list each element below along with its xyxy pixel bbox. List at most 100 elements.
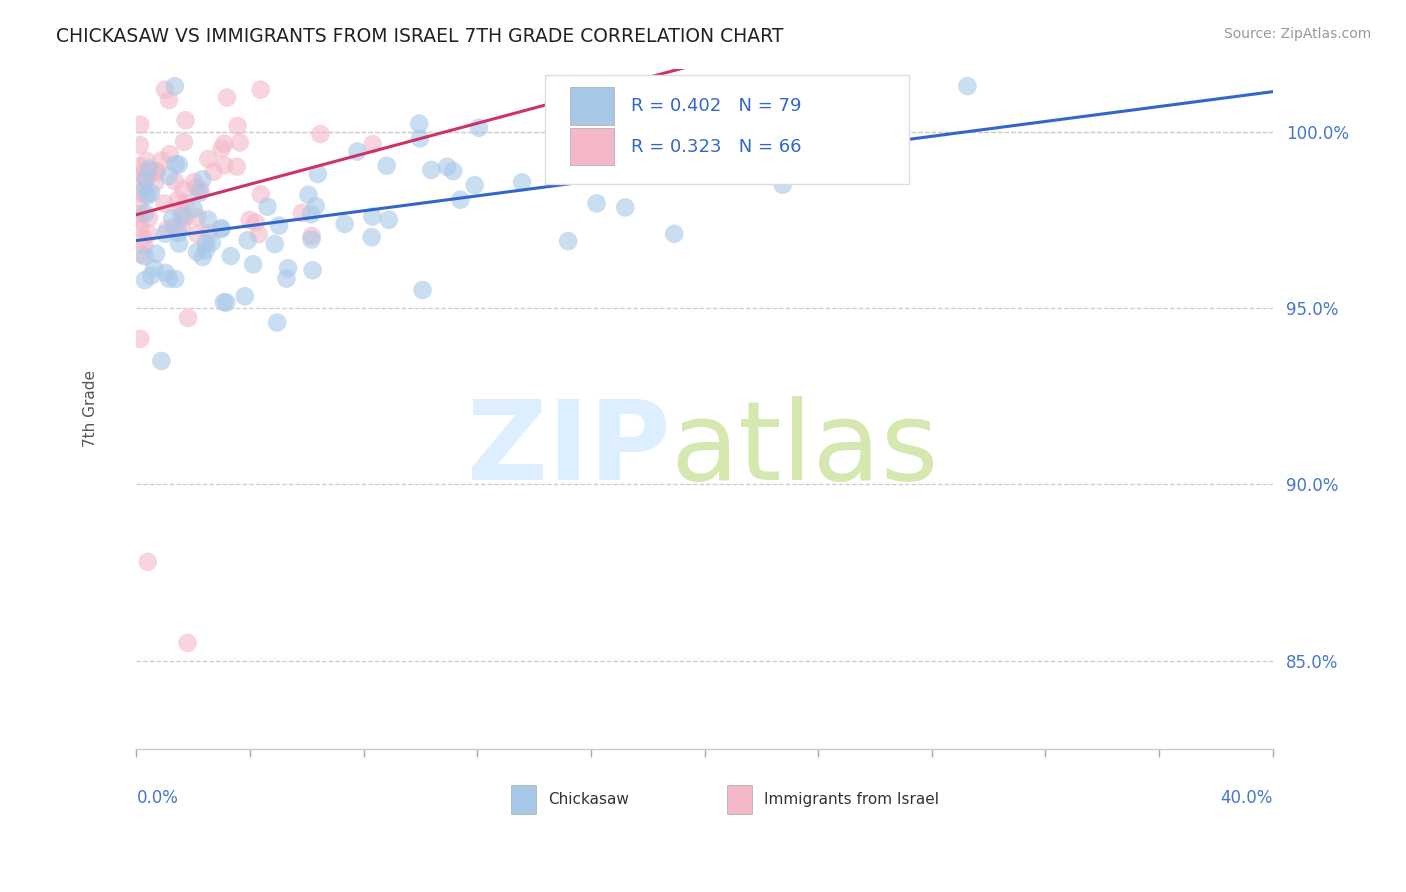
Point <box>361 137 384 152</box>
Text: CHICKASAW VS IMMIGRANTS FROM ISRAEL 7TH GRADE CORRELATION CHART: CHICKASAW VS IMMIGRANTS FROM ISRAEL 7TH … <box>56 27 783 45</box>
Point <box>167 193 190 207</box>
Point <box>170 219 193 234</box>
Point <box>441 164 464 178</box>
Point <box>129 118 152 132</box>
Point <box>214 158 236 172</box>
Point <box>167 157 190 171</box>
Point <box>159 147 181 161</box>
Point <box>333 217 356 231</box>
Point <box>163 79 186 94</box>
Point <box>291 206 314 220</box>
Point <box>183 175 205 189</box>
Text: ZIP: ZIP <box>467 396 671 503</box>
Point <box>134 163 156 178</box>
Point <box>128 159 150 173</box>
Point <box>183 202 205 217</box>
Point <box>245 215 267 229</box>
Point <box>194 243 217 257</box>
Point <box>696 161 718 176</box>
Point <box>145 165 167 179</box>
Point <box>266 316 288 330</box>
Point <box>165 157 187 171</box>
Point <box>167 226 190 240</box>
Point <box>174 211 197 225</box>
Point <box>134 188 156 202</box>
Point <box>191 172 214 186</box>
Point <box>464 178 486 193</box>
Point <box>129 138 152 153</box>
Point <box>186 227 208 241</box>
Point <box>233 289 256 303</box>
Point <box>375 159 398 173</box>
Point <box>276 271 298 285</box>
Point <box>186 245 208 260</box>
Point <box>249 187 271 202</box>
Point <box>186 211 208 225</box>
Point <box>170 204 193 219</box>
Point <box>136 188 159 202</box>
Point <box>167 236 190 251</box>
FancyBboxPatch shape <box>546 75 910 184</box>
Point <box>247 227 270 241</box>
Point <box>191 250 214 264</box>
Text: atlas: atlas <box>671 396 939 503</box>
Point <box>128 214 150 228</box>
Point <box>134 182 156 196</box>
Point <box>197 212 219 227</box>
Point <box>557 234 579 248</box>
Point <box>165 272 187 286</box>
Point <box>797 120 820 135</box>
Point <box>128 198 150 212</box>
Point <box>211 221 233 235</box>
Point <box>703 115 725 129</box>
Point <box>267 219 290 233</box>
Point <box>468 120 491 135</box>
Point <box>239 212 262 227</box>
Text: Chickasaw: Chickasaw <box>548 792 628 807</box>
Point <box>409 131 432 145</box>
Point <box>408 117 430 131</box>
Point <box>510 175 533 189</box>
Point <box>263 237 285 252</box>
Point <box>212 295 235 310</box>
Point <box>160 211 183 226</box>
Point <box>794 161 817 175</box>
Point <box>138 161 160 176</box>
Point <box>449 193 471 207</box>
Point <box>173 135 195 149</box>
Point <box>177 310 200 325</box>
Point <box>215 295 238 310</box>
Bar <box>571 128 613 165</box>
Point <box>190 183 212 197</box>
Point <box>141 268 163 283</box>
Point <box>236 233 259 247</box>
Bar <box>512 785 536 814</box>
Point <box>134 239 156 253</box>
Point <box>346 145 368 159</box>
Point <box>134 273 156 287</box>
Point <box>215 90 238 104</box>
Point <box>229 136 252 150</box>
Point <box>209 222 232 236</box>
Point <box>299 207 322 221</box>
Point <box>135 171 157 186</box>
Point <box>128 170 150 185</box>
Point <box>361 210 384 224</box>
Text: 40.0%: 40.0% <box>1220 789 1272 807</box>
Point <box>307 167 329 181</box>
Point <box>150 354 173 368</box>
Point <box>277 261 299 276</box>
Point <box>197 226 219 240</box>
Point <box>153 196 176 211</box>
Text: R = 0.323   N = 66: R = 0.323 N = 66 <box>631 137 801 156</box>
Point <box>201 235 224 250</box>
Point <box>139 186 162 200</box>
Point <box>202 165 225 179</box>
Text: Immigrants from Israel: Immigrants from Israel <box>763 792 939 807</box>
Point <box>176 636 198 650</box>
Point <box>249 83 271 97</box>
Point <box>256 200 278 214</box>
Point <box>301 232 323 246</box>
Point <box>420 162 443 177</box>
Point <box>132 232 155 246</box>
